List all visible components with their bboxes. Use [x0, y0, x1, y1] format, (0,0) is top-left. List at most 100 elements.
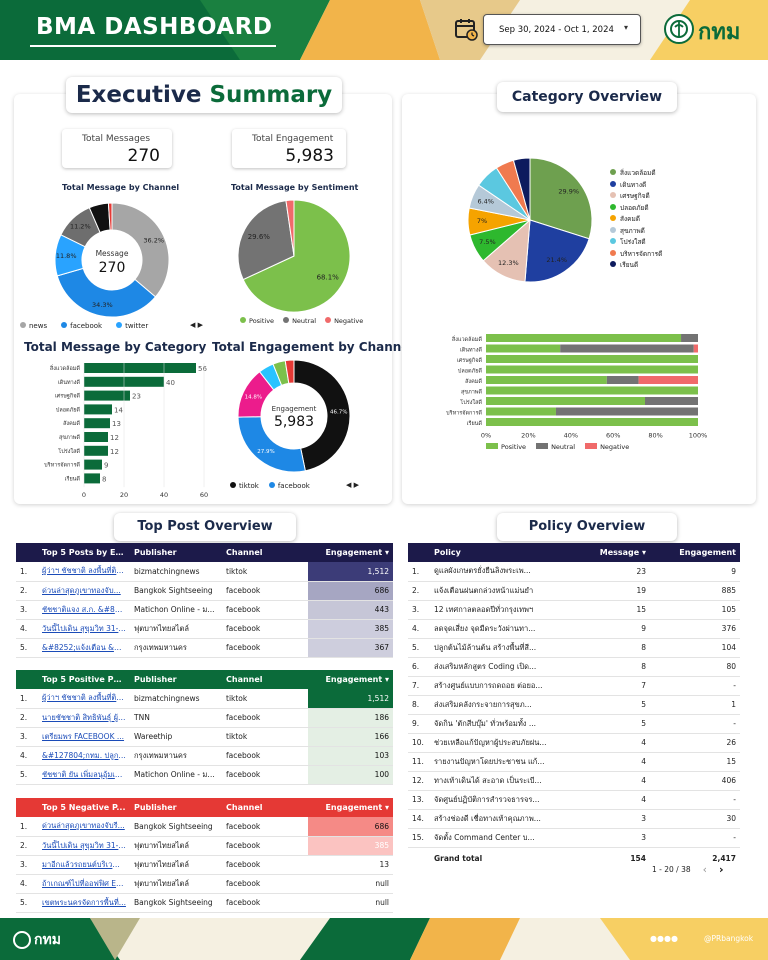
footer-background [0, 918, 768, 960]
table-cell: 2. [408, 581, 430, 601]
column-header[interactable]: Publisher [134, 675, 177, 684]
footer-logo-text: กทม [34, 932, 61, 948]
table-cell[interactable]: ด่วนล่าสุดภูเขาทองจับรี... [38, 817, 130, 837]
table-cell: ช่วยเหลือแก้ปัญหาผู้ประสบภัยฝน... [430, 733, 560, 753]
bar [84, 404, 112, 415]
legend-item: Negative [325, 317, 363, 325]
legend-item: news [20, 322, 47, 330]
column-header[interactable]: Engagement [679, 548, 736, 557]
footer-logo [13, 931, 31, 949]
chevron-right-icon[interactable]: › [719, 863, 724, 876]
table-cell[interactable]: วันนี้ไปเดิน สุขุมวิท 31-3... [38, 836, 130, 856]
category-label: ปลอดภัยดี [56, 406, 81, 413]
column-header[interactable]: Top 5 Posts by En... [42, 548, 130, 557]
column-header[interactable]: Publisher [134, 548, 177, 557]
table-cell: 1 [650, 695, 740, 715]
table-row: 14. สร้างช่องดี เชื่อทางเท้าคุณภาพ... 3 30 [408, 809, 740, 829]
table-cell[interactable]: ถ้าเกณฑ์ไปที่ออฟฟิศ Em... [38, 874, 130, 894]
table-cell: 8 [560, 657, 650, 677]
chevron-left-icon[interactable]: ‹ [702, 863, 708, 876]
bar-value: 13 [112, 420, 121, 428]
table-cell[interactable]: ผู้ว่าฯ ชัชชาติ ลงพื้นที่ติดตา... [38, 689, 130, 709]
table-cell: 9 [560, 619, 650, 639]
x-tick-label: 0% [481, 432, 491, 440]
column-header[interactable]: Publisher [134, 803, 177, 812]
bar-value: 14 [114, 406, 123, 414]
table-header: Top 5 Positive Po... Publisher Channel Enga… [16, 670, 393, 689]
column-header[interactable]: Top 5 Positive Po... [42, 675, 129, 684]
table-cell[interactable]: &#8252;แจ้งเตือน &#97... [38, 638, 130, 658]
column-header[interactable]: Engagement ▾ [325, 548, 389, 557]
table-cell[interactable]: เขตพระนครจัดการพื้นที่... [38, 893, 130, 913]
table-cell: กรุงเทพมหานคร [130, 746, 222, 766]
legend-pager-arrows[interactable]: ◀ ▶ [190, 321, 203, 329]
stack-segment-pos [486, 376, 607, 384]
table-cell[interactable]: ผู้ว่าฯ ชัชชาติ ลงพื้นที่ติดตา... [38, 562, 130, 582]
table-row: 12. ทางเท้าเดินได้ สะอาด เป็นระเบี... 4 406 [408, 771, 740, 791]
table-cell[interactable]: ชัชชาติ ยัน เพิ่มลนุอุ้มเขตรั... [38, 765, 130, 785]
table-cell: 104 [650, 638, 740, 658]
calendar-icon[interactable] [454, 17, 478, 41]
table-cell: 12 เทศกาลตลอดปีทั่วกรุงเทพฯ [430, 600, 560, 620]
table-cell[interactable]: เตรียมพร FACEBOOK ... [38, 727, 130, 747]
table-cell: Wareethip [130, 727, 222, 747]
stack-segment-neu [645, 397, 698, 405]
table-cell: facebook [222, 765, 308, 785]
slice-label: 11.2% [70, 223, 91, 231]
table-row: 2. แจ้งเตือนฝนตกล่วงหน้าแม่นยำ 19 885 [408, 581, 740, 601]
slice-Negative [285, 199, 295, 257]
table-cell: 8 [560, 638, 650, 658]
table-row: 1. ด่วนล่าสุดภูเขาทองจับรี... Bangkok Sigh… [16, 817, 393, 837]
category-label: เดินทางดี [460, 347, 483, 354]
category-overview-panel [402, 94, 756, 504]
column-header[interactable]: Channel [226, 803, 263, 812]
category-label: เศรษฐกิจดี [457, 357, 483, 364]
table-cell: ฟุตบาทไทยสไตล์ [130, 836, 222, 856]
legend-item: Positive [486, 443, 526, 451]
slice-label: 14.8% [245, 395, 262, 401]
table-cell: 4. [16, 746, 38, 766]
table-cell: 5. [408, 638, 430, 658]
table-cell: 13 [308, 855, 393, 875]
stack-segment-pos [486, 407, 556, 416]
legend-item: สุขภาพดี [610, 226, 662, 238]
table-cell: 7 [560, 676, 650, 696]
legend-item: Neutral [536, 443, 575, 451]
table-cell: 9. [408, 714, 430, 734]
category-label: บริหารจัดการดี [446, 410, 482, 417]
kpi-value: 5,983 [285, 146, 334, 166]
column-header[interactable]: Channel [226, 548, 263, 557]
table-cell: 186 [308, 708, 393, 728]
table-cell: 2. [16, 708, 38, 728]
table-cell[interactable]: &#127804;กทม. ปลูกต้... [38, 746, 130, 766]
table-cell[interactable]: นายชัชชาติ สิทธิพันธุ์ ผู้ว่า... [38, 708, 130, 728]
stack-segment-neg [693, 344, 698, 353]
category-label: บริหารจัดการดี [44, 462, 80, 469]
x-tick-label: 60 [200, 491, 208, 499]
category-overview-title: Category Overview [497, 82, 677, 112]
slice-Neutral [237, 200, 295, 281]
table-cell: 4 [560, 790, 650, 810]
table-row: 2. นายชัชชาติ สิทธิพันธุ์ ผู้ว่า... TNN fac… [16, 708, 393, 728]
stack-segment-pos [486, 334, 682, 342]
category-label: เรียนดี [467, 420, 483, 427]
table-cell[interactable]: ด่วนล่าสุดภูเขาทองจับ... [38, 581, 130, 601]
column-header[interactable]: Top 5 Negative P... [42, 803, 126, 812]
legend-item: facebook [268, 482, 310, 490]
table-cell[interactable]: มาอีกแล้วรถยนต์บริเวณ... [38, 855, 130, 875]
table-cell: ฟุตบาทไทยสไตล์ [130, 855, 222, 875]
legend-engagement-by-channel: tiktok facebook [230, 482, 310, 490]
table-cell[interactable]: วันนี้ไปเดิน สุขุมวิท 31-33 ... [38, 619, 130, 639]
table-cell: 6. [408, 657, 430, 677]
column-header[interactable]: Channel [226, 675, 263, 684]
column-header[interactable]: Engagement ▾ [325, 675, 389, 684]
legend-pager-arrows[interactable]: ◀ ▶ [346, 481, 359, 489]
date-range-select[interactable]: Sep 30, 2024 - Oct 1, 2024 ▾ [483, 14, 641, 45]
column-header[interactable]: Policy [434, 548, 461, 557]
column-header[interactable]: Message ▾ [599, 548, 646, 557]
table-cell: 1,512 [308, 562, 393, 582]
category-label: สิ่งแวดล้อมดี [451, 335, 482, 343]
column-header[interactable]: Engagement ▾ [325, 803, 389, 812]
table-cell[interactable]: ชัชชาติแจง ส.ก. &#8216;... [38, 600, 130, 620]
table-row: 3. มาอีกแล้วรถยนต์บริเวณ... ฟุตบาทไทยสไตล์… [16, 855, 393, 875]
